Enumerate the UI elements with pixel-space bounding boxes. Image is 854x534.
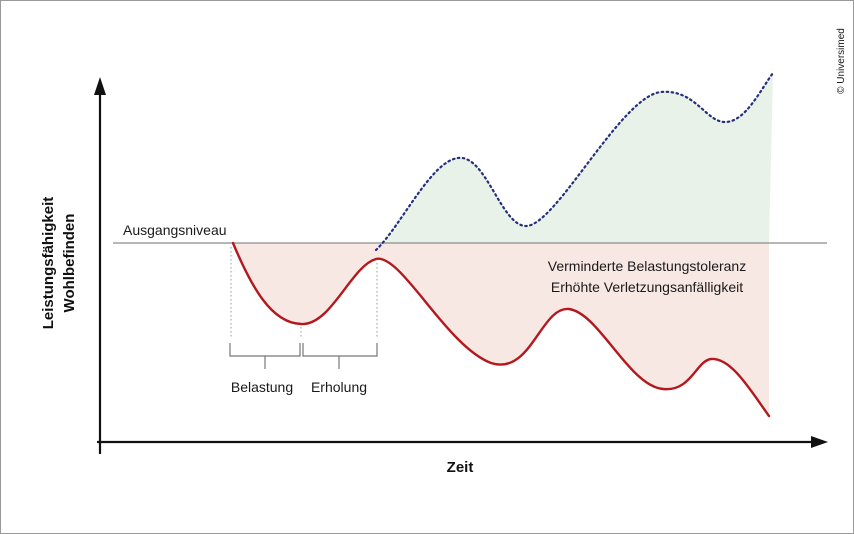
phase-load-label: Belastung [231, 379, 293, 395]
copyright-group: © Universimed [836, 28, 847, 94]
recovery-bracket [302, 343, 378, 369]
y-axis-label-group-2: Wohlbefinden [61, 214, 78, 313]
y-axis-label-group: Leistungsfähigkeit [40, 197, 57, 330]
load-bracket [229, 343, 301, 369]
x-axis-label: Zeit [447, 459, 474, 476]
performance-decline-curve [231, 241, 771, 418]
baseline-label: Ausgangsniveau [123, 222, 227, 238]
copyright-notice: © Universimed [836, 28, 847, 94]
supercompensation-area [376, 73, 773, 250]
y-axis-arrowhead [94, 77, 106, 95]
phase-recovery-label: Erholung [311, 379, 367, 395]
supercompensation-curve [374, 71, 775, 252]
x-axis-arrowhead [811, 436, 828, 448]
effect-label-2: Erhöhte Verletzungsanfälligkeit [551, 279, 743, 295]
y-axis-label-line2: Wohlbefinden [61, 214, 78, 313]
effect-label-1: Verminderte Belastungstoleranz [548, 258, 746, 274]
y-axis-label-line1: Leistungsfähigkeit [40, 197, 57, 330]
